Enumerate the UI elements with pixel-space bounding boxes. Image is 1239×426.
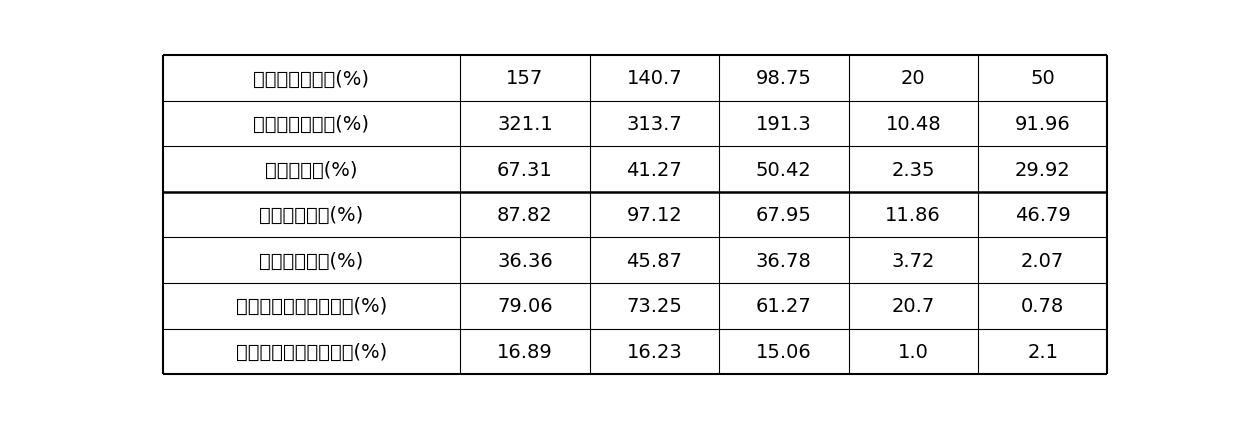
Text: 46.79: 46.79 [1015, 206, 1070, 225]
Text: 36.78: 36.78 [756, 251, 812, 270]
Text: 67.31: 67.31 [497, 160, 553, 179]
Text: 97.12: 97.12 [627, 206, 683, 225]
Text: 67.95: 67.95 [756, 206, 812, 225]
Text: 313.7: 313.7 [627, 115, 683, 134]
Text: 苗长提高率(%): 苗长提高率(%) [265, 160, 358, 179]
Text: 50.42: 50.42 [756, 160, 812, 179]
Text: 191.3: 191.3 [756, 115, 812, 134]
Text: 11.86: 11.86 [886, 206, 942, 225]
Text: 29.92: 29.92 [1015, 160, 1070, 179]
Text: 36.36: 36.36 [497, 251, 553, 270]
Text: 73.25: 73.25 [627, 296, 683, 316]
Text: 61.27: 61.27 [756, 296, 812, 316]
Text: 140.7: 140.7 [627, 69, 683, 88]
Text: 10.48: 10.48 [886, 115, 942, 134]
Text: 98.75: 98.75 [756, 69, 812, 88]
Text: 2.1: 2.1 [1027, 342, 1058, 361]
Text: 91.96: 91.96 [1015, 115, 1070, 134]
Text: 50: 50 [1031, 69, 1056, 88]
Text: 苗鲜重提高率(%): 苗鲜重提高率(%) [259, 206, 363, 225]
Text: 2.07: 2.07 [1021, 251, 1064, 270]
Text: 157: 157 [507, 69, 544, 88]
Text: 16.23: 16.23 [627, 342, 683, 361]
Text: 79.06: 79.06 [497, 296, 553, 316]
Text: 1.0: 1.0 [898, 342, 929, 361]
Text: 321.1: 321.1 [497, 115, 553, 134]
Text: 根鲜重提高率(%): 根鲜重提高率(%) [259, 251, 363, 270]
Text: 过氧化氢酶活性提高率(%): 过氧化氢酶活性提高率(%) [235, 342, 387, 361]
Text: 过氧化物酶活性提高率(%): 过氧化物酶活性提高率(%) [235, 296, 387, 316]
Text: 0.78: 0.78 [1021, 296, 1064, 316]
Text: 发芽指数提高率(%): 发芽指数提高率(%) [253, 69, 369, 88]
Text: 16.89: 16.89 [497, 342, 553, 361]
Text: 2.35: 2.35 [892, 160, 935, 179]
Text: 15.06: 15.06 [756, 342, 812, 361]
Text: 3.72: 3.72 [892, 251, 935, 270]
Text: 87.82: 87.82 [497, 206, 553, 225]
Text: 20: 20 [901, 69, 926, 88]
Text: 45.87: 45.87 [627, 251, 683, 270]
Text: 活力指数提高率(%): 活力指数提高率(%) [253, 115, 369, 134]
Text: 20.7: 20.7 [892, 296, 935, 316]
Text: 41.27: 41.27 [627, 160, 683, 179]
